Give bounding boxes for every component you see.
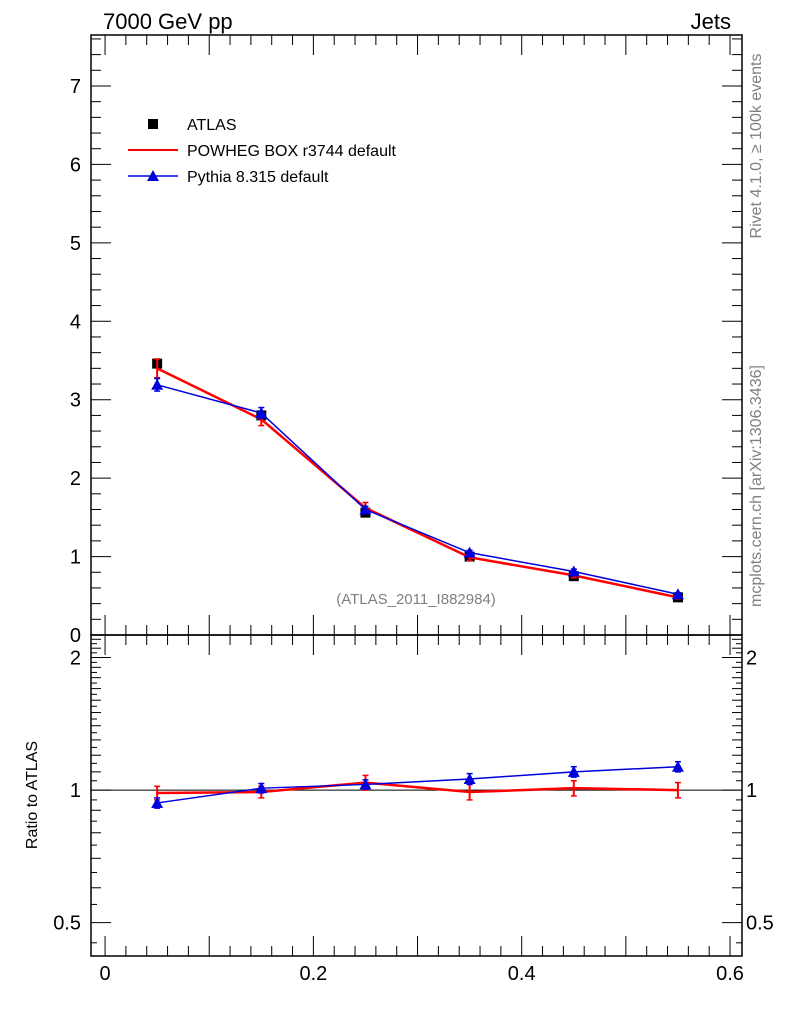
ratio-powheg-line [157, 781, 678, 795]
y-tick-label: 3 [70, 390, 81, 412]
powheg-line [156, 367, 679, 599]
x-tick-label: 0.4 [508, 963, 536, 985]
pythia-data-point [671, 588, 684, 600]
ratio-axis-label: Ratio to ATLAS [24, 741, 41, 849]
pythia-data-point [151, 378, 164, 390]
x-tick-label: 0.6 [716, 963, 744, 985]
legend-pythia-marker [147, 170, 159, 181]
ratio-powheg-point [676, 788, 680, 792]
x-tick-label: 0 [99, 963, 110, 985]
legend-atlas-marker [148, 119, 158, 129]
ratio-plot-frame [90, 634, 743, 957]
analysis-label: (ATLAS_2011_I882984) [336, 591, 496, 608]
legend: ATLAS POWHEG BOX r3744 default Pythia 8.… [128, 117, 397, 186]
rivet-version-label: Rivet 4.1.0, ≥ 100k events [748, 54, 765, 239]
ratio-pythia-point [255, 782, 268, 794]
legend-powheg-label: POWHEG BOX r3744 default [187, 143, 397, 160]
ratio-y-tick-label-right: 1 [746, 780, 757, 802]
y-tick-label: 4 [70, 311, 81, 333]
y-tick-label: 6 [70, 154, 81, 176]
pythia-line [156, 384, 679, 595]
ratio-pythia-line [157, 765, 678, 804]
observable-label: Jets [691, 9, 731, 34]
pythia-data-point [359, 503, 372, 515]
ratio-pythia-point [151, 796, 164, 808]
powheg-data-point [155, 367, 159, 370]
y-tick-label: 5 [70, 233, 81, 255]
y-tick-label: 1 [70, 547, 81, 569]
pythia-data-point [255, 407, 268, 419]
ratio-pythia-point [463, 772, 476, 784]
ratio-y-tick-label-right: 0.5 [746, 913, 774, 935]
ratio-pythia-point [359, 778, 372, 790]
legend-atlas-label: ATLAS [187, 117, 237, 134]
ratio-y-tick-label-right: 2 [746, 648, 757, 670]
ratio-powheg-point [572, 786, 575, 790]
pythia-data-point [463, 546, 476, 558]
y-tick-label: 0 [70, 625, 81, 647]
pythia-data-point [567, 565, 580, 577]
ratio-y-tick-label: 2 [70, 648, 81, 670]
ratio-powheg-point [155, 791, 159, 795]
y-tick-label: 7 [70, 76, 81, 98]
ratio-pythia-point [671, 760, 684, 772]
ratio-y-tick-label: 1 [70, 780, 81, 802]
energy-label: 7000 GeV pp [103, 9, 233, 34]
ratio-powheg-point [468, 790, 471, 794]
ratio-pythia-point [567, 765, 580, 777]
ratio-y-tick-label: 0.5 [53, 913, 81, 935]
y-tick-label: 2 [70, 468, 81, 490]
mcplots-label: mcplots.cern.ch [arXiv:1306.3436] [748, 365, 765, 607]
x-tick-label: 0.2 [299, 963, 327, 985]
legend-pythia-label: Pythia 8.315 default [187, 169, 329, 186]
